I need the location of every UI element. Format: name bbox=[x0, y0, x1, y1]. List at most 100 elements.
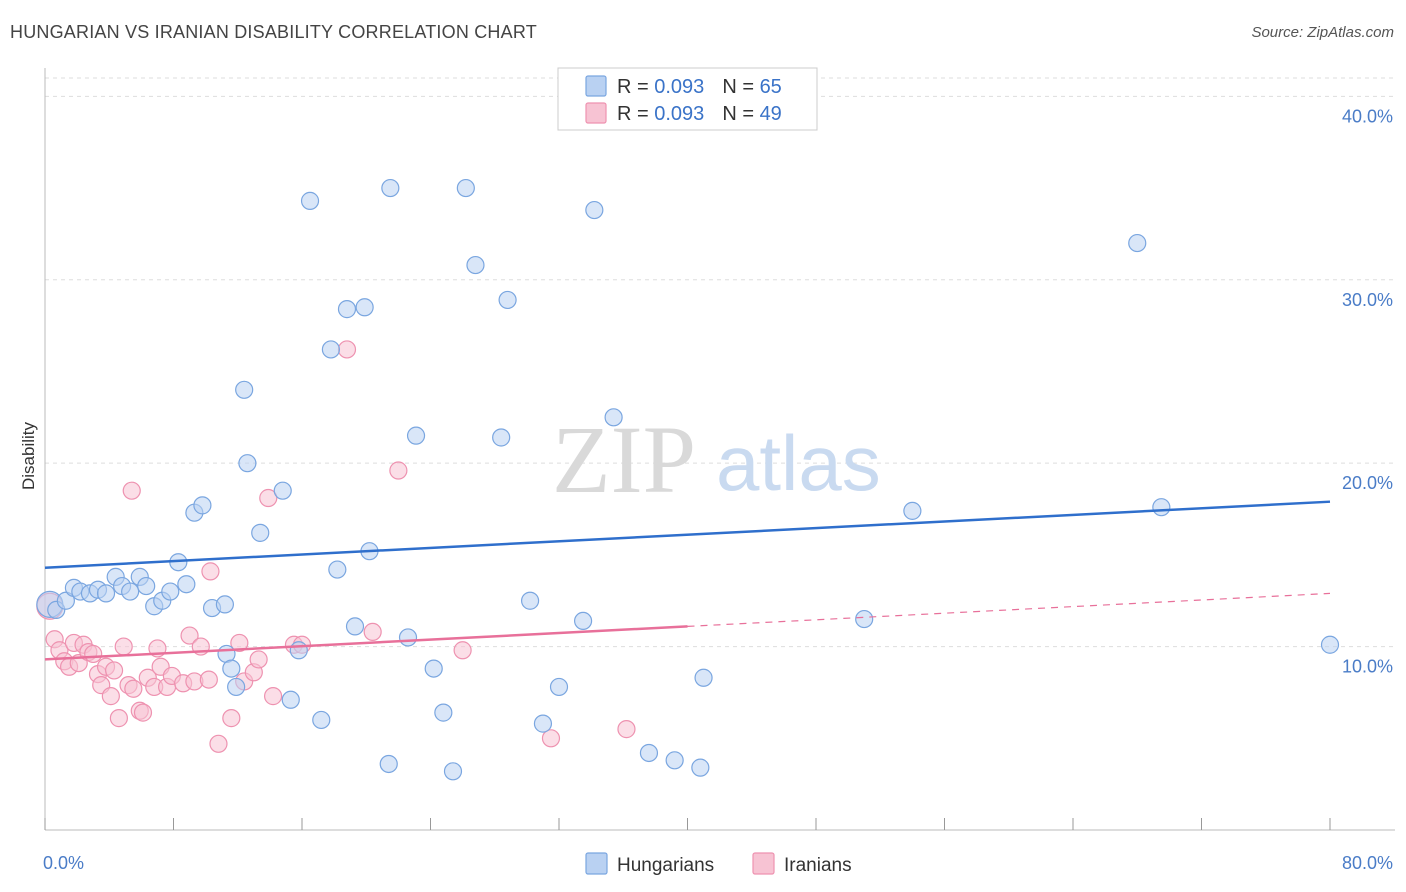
iranians-point bbox=[201, 562, 220, 581]
y-tick-label: 40.0% bbox=[1342, 106, 1393, 126]
hungarians-point bbox=[227, 677, 246, 697]
iranians-point bbox=[209, 734, 228, 753]
iranians-point bbox=[337, 340, 357, 359]
hungarians-point bbox=[177, 575, 196, 594]
hungarians-point bbox=[492, 428, 511, 447]
legend-r-value: 0.093 bbox=[654, 76, 704, 98]
x-tick-labels: 0.0% 80.0% bbox=[43, 853, 1393, 873]
x-tick-label: 0.0% bbox=[43, 853, 84, 873]
hungarians-point bbox=[381, 178, 400, 198]
legend-n-label: N = bbox=[722, 76, 759, 98]
y-tick-label: 10.0% bbox=[1342, 657, 1393, 677]
y-tick-label: 20.0% bbox=[1342, 473, 1393, 493]
hungarians-point bbox=[533, 714, 553, 733]
watermark: ZIP atlas bbox=[552, 406, 881, 513]
legend-row-iranians: R = 0.093 N = 49 bbox=[617, 103, 782, 125]
hungarians-point bbox=[121, 582, 140, 601]
hungarians-point bbox=[694, 668, 713, 687]
hungarians-point bbox=[398, 628, 418, 647]
hungarians-point bbox=[251, 523, 270, 542]
legend-n-value: 49 bbox=[760, 103, 782, 125]
iranians-points bbox=[36, 340, 636, 753]
iranians-point bbox=[101, 687, 120, 706]
hungarians-point bbox=[498, 290, 517, 310]
hungarians-point bbox=[424, 659, 443, 678]
iranians-point bbox=[263, 687, 283, 706]
hungarians-point bbox=[434, 703, 453, 722]
hungarians-point bbox=[355, 298, 374, 317]
iranians-point bbox=[230, 633, 249, 653]
hungarians-point bbox=[300, 191, 320, 210]
iranians-point bbox=[249, 650, 268, 669]
watermark-atlas: atlas bbox=[716, 419, 881, 507]
iranians-point bbox=[133, 703, 153, 722]
iranians-point bbox=[363, 622, 382, 642]
hungarians-point bbox=[1152, 498, 1171, 517]
bottom-legend-hungarians: Hungarians bbox=[617, 855, 714, 876]
hungarians-point bbox=[585, 200, 604, 220]
source-label: Source: ZipAtlas.com bbox=[1251, 24, 1394, 41]
iranians-point bbox=[180, 626, 199, 645]
iranians-point bbox=[122, 481, 141, 500]
bottom-legend: Hungarians Iranians bbox=[585, 852, 852, 876]
chart-title: HUNGARIAN VS IRANIAN DISABILITY CORRELAT… bbox=[10, 22, 537, 42]
axes bbox=[44, 68, 1395, 831]
hungarians-point bbox=[604, 408, 623, 427]
iranians-point bbox=[109, 709, 128, 728]
legend-r-value: 0.093 bbox=[654, 103, 704, 125]
hungarians-point bbox=[639, 743, 659, 763]
hungarians-point bbox=[379, 754, 398, 774]
legend-r-label: R = bbox=[617, 103, 654, 125]
iranians-point bbox=[124, 679, 143, 698]
y-tick-label: 30.0% bbox=[1342, 290, 1393, 310]
iranians-trend-extension bbox=[687, 592, 1331, 628]
legend-swatch-iranians bbox=[585, 102, 607, 124]
hungarians-point bbox=[215, 595, 234, 614]
hungarians-point bbox=[855, 609, 874, 629]
hungarians-point bbox=[903, 501, 922, 520]
hungarians-point bbox=[406, 426, 426, 445]
hungarians-point bbox=[345, 617, 365, 636]
hungarians-trend-line bbox=[44, 500, 1331, 569]
hungarians-point bbox=[238, 454, 257, 473]
hungarians-point bbox=[137, 576, 156, 596]
hungarians-point bbox=[1320, 635, 1340, 654]
iranians-point bbox=[114, 637, 133, 656]
iranians-trend-line bbox=[44, 625, 688, 661]
hungarians-point bbox=[573, 611, 593, 631]
bottom-legend-swatch-hungarians bbox=[585, 852, 608, 875]
hungarians-point bbox=[691, 758, 710, 777]
x-tick-label: 80.0% bbox=[1342, 853, 1393, 873]
legend-n-label: N = bbox=[722, 103, 759, 125]
hungarians-point bbox=[96, 584, 116, 603]
y-axis-title: Disability bbox=[19, 421, 38, 490]
legend-swatch-hungarians bbox=[585, 75, 607, 97]
legend-row-hungarians: R = 0.093 N = 65 bbox=[617, 76, 782, 98]
legend-n-value: 65 bbox=[760, 76, 782, 98]
iranians-point bbox=[199, 670, 218, 689]
legend: R = 0.093 N = 65 R = 0.093 N = 49 bbox=[557, 67, 818, 131]
hungarians-point bbox=[328, 560, 347, 579]
iranians-point bbox=[389, 461, 408, 480]
iranians-point bbox=[84, 644, 103, 664]
legend-r-label: R = bbox=[617, 76, 654, 98]
hungarians-point bbox=[289, 641, 308, 660]
hungarians-point bbox=[520, 591, 540, 610]
hungarians-point bbox=[312, 710, 331, 730]
y-tick-labels: 10.0% 20.0% 30.0% 40.0% bbox=[1342, 106, 1393, 676]
iranians-point bbox=[453, 641, 472, 660]
hungarians-point bbox=[456, 178, 475, 198]
hungarians-point bbox=[665, 751, 684, 770]
hungarians-points bbox=[36, 178, 1340, 781]
bottom-legend-swatch-iranians bbox=[752, 852, 775, 875]
bottom-legend-iranians: Iranians bbox=[784, 855, 852, 876]
hungarians-point bbox=[443, 762, 463, 781]
hungarians-point bbox=[337, 300, 357, 319]
iranians-point bbox=[222, 709, 241, 728]
hungarians-point bbox=[56, 591, 75, 610]
hungarians-point bbox=[549, 677, 569, 697]
grid-lines bbox=[45, 77, 1395, 648]
hungarians-point bbox=[161, 582, 180, 601]
hungarians-point bbox=[235, 380, 254, 399]
